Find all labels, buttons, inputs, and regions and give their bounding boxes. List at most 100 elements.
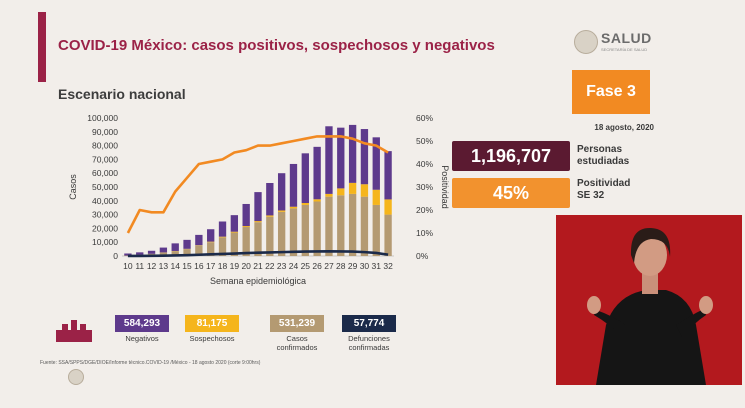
bar-sospechosos	[384, 199, 392, 215]
line-positividad	[126, 135, 389, 234]
y2-tick-label: 40%	[416, 159, 433, 169]
x-tick-label: 12	[147, 261, 157, 271]
bar-casos-confirmados	[254, 222, 262, 256]
y2-tick-label: 10%	[416, 228, 433, 238]
x-tick-label: 27	[324, 261, 334, 271]
bar-sospechosos	[372, 189, 380, 205]
bar-negativos	[254, 192, 262, 222]
x-tick-label: 11	[135, 261, 144, 271]
bar-sospechosos	[230, 231, 239, 233]
x-tick-label: 28	[336, 261, 346, 271]
bar-sospechosos	[301, 203, 309, 205]
x-tick-label: 18	[218, 261, 228, 271]
bar-casos-confirmados	[348, 193, 357, 256]
y-axis-label: Casos	[68, 174, 78, 200]
bar-negativos	[348, 124, 357, 183]
bar-negativos	[230, 215, 239, 232]
bar-casos-confirmados	[266, 216, 274, 256]
bar-sospechosos	[325, 193, 333, 197]
bar-casos-confirmados	[218, 237, 227, 256]
x-tick-label: 21	[253, 261, 263, 271]
y-tick-label: 80,000	[92, 141, 118, 151]
bar-casos-confirmados	[325, 196, 333, 256]
bar-casos-confirmados	[242, 227, 250, 256]
bar-casos-confirmados	[183, 249, 191, 256]
y2-tick-label: 20%	[416, 205, 433, 215]
bar-sospechosos	[242, 226, 250, 228]
bar-sospechosos	[207, 241, 215, 243]
total-deaths-value: 57,774	[342, 315, 396, 332]
building-icon	[56, 320, 92, 342]
bar-casos-confirmados	[289, 208, 298, 256]
x-tick-label: 30	[360, 261, 370, 271]
y2-tick-label: 50%	[416, 136, 433, 146]
x-tick-label: 10	[123, 261, 133, 271]
y-tick-label: 0	[113, 251, 118, 261]
x-tick-label: 14	[170, 261, 180, 271]
page-title: COVID-19 México: casos positivos, sospec…	[58, 37, 495, 54]
total-negatives-label: Negativos	[112, 334, 172, 343]
bar-sospechosos	[289, 206, 298, 209]
bar-casos-confirmados	[159, 252, 168, 256]
bar-casos-confirmados	[277, 211, 286, 256]
bar-sospechosos	[360, 184, 369, 197]
total-confirmed-value: 531,239	[270, 315, 324, 332]
source-note: Fuente: SSA/SPPS/DGE/DIOE/Informe técnic…	[40, 360, 261, 366]
x-tick-label: 26	[312, 261, 322, 271]
logo-subtext: SECRETARÍA DE SALUD	[601, 47, 648, 52]
bar-negativos	[277, 173, 286, 211]
x-tick-label: 31	[372, 261, 382, 271]
bar-casos-confirmados	[360, 196, 369, 256]
footer-seal-icon	[68, 369, 84, 385]
bar-negativos	[183, 239, 191, 249]
phase-badge: Fase 3	[572, 70, 650, 114]
positivity-label: Positividad SE 32	[577, 178, 630, 202]
bar-sospechosos	[348, 182, 357, 194]
bar-casos-confirmados	[207, 242, 215, 256]
x-tick-label: 32	[383, 261, 393, 271]
y-tick-label: 10,000	[92, 237, 118, 247]
x-tick-label: 15	[182, 261, 192, 271]
total-confirmed-label: Casos confirmados	[267, 334, 327, 352]
bar-negativos	[136, 252, 144, 255]
bar-casos-confirmados	[171, 251, 179, 256]
bar-negativos	[360, 129, 369, 185]
persons-studied-label: Personas estudiadas	[577, 144, 629, 168]
total-negatives-label-line1: Negativos	[125, 334, 159, 343]
bar-sospechosos	[277, 210, 286, 212]
logo-text: SALUD	[601, 30, 652, 46]
y-tick-label: 90,000	[92, 127, 118, 137]
bar-negativos	[313, 146, 321, 200]
x-tick-label: 17	[206, 261, 216, 271]
total-deaths-label-line2: confirmadas	[348, 343, 390, 352]
y2-tick-label: 60%	[416, 113, 433, 123]
x-tick-label: 16	[194, 261, 204, 271]
bar-negativos	[337, 127, 345, 189]
interpreter-video	[556, 215, 742, 385]
x-tick-label: 13	[159, 261, 169, 271]
report-date: 18 agosto, 2020	[594, 123, 654, 132]
total-confirmed-label-line2: confirmados	[276, 343, 318, 352]
bar-casos-confirmados	[372, 204, 380, 256]
x-axis-label: Semana epidemiológica	[210, 276, 306, 286]
y-tick-label: 30,000	[92, 210, 118, 220]
bar-casos-confirmados	[301, 204, 309, 256]
positivity-label-line2: SE 32	[577, 190, 605, 201]
bar-negativos	[171, 243, 179, 251]
bar-casos-confirmados	[384, 214, 392, 256]
y-tick-label: 50,000	[92, 182, 118, 192]
bar-sospechosos	[337, 188, 345, 196]
y2-axis-label: Positividad	[440, 165, 450, 209]
total-deaths-label: Defunciones confirmadas	[339, 334, 399, 352]
y-tick-label: 40,000	[92, 196, 118, 206]
total-suspects-label-line1: Sospechosos	[189, 334, 235, 343]
page-subtitle: Escenario nacional	[58, 86, 186, 102]
total-confirmed-label-line1: Casos	[286, 334, 308, 343]
y-tick-label: 70,000	[92, 154, 118, 164]
x-tick-label: 24	[289, 261, 299, 271]
bar-sospechosos	[266, 215, 274, 217]
total-suspects-value: 81,175	[185, 315, 239, 332]
bar-negativos	[372, 137, 380, 190]
salud-logo: SALUD SECRETARÍA DE SALUD	[574, 28, 666, 54]
y-tick-label: 60,000	[92, 168, 118, 178]
